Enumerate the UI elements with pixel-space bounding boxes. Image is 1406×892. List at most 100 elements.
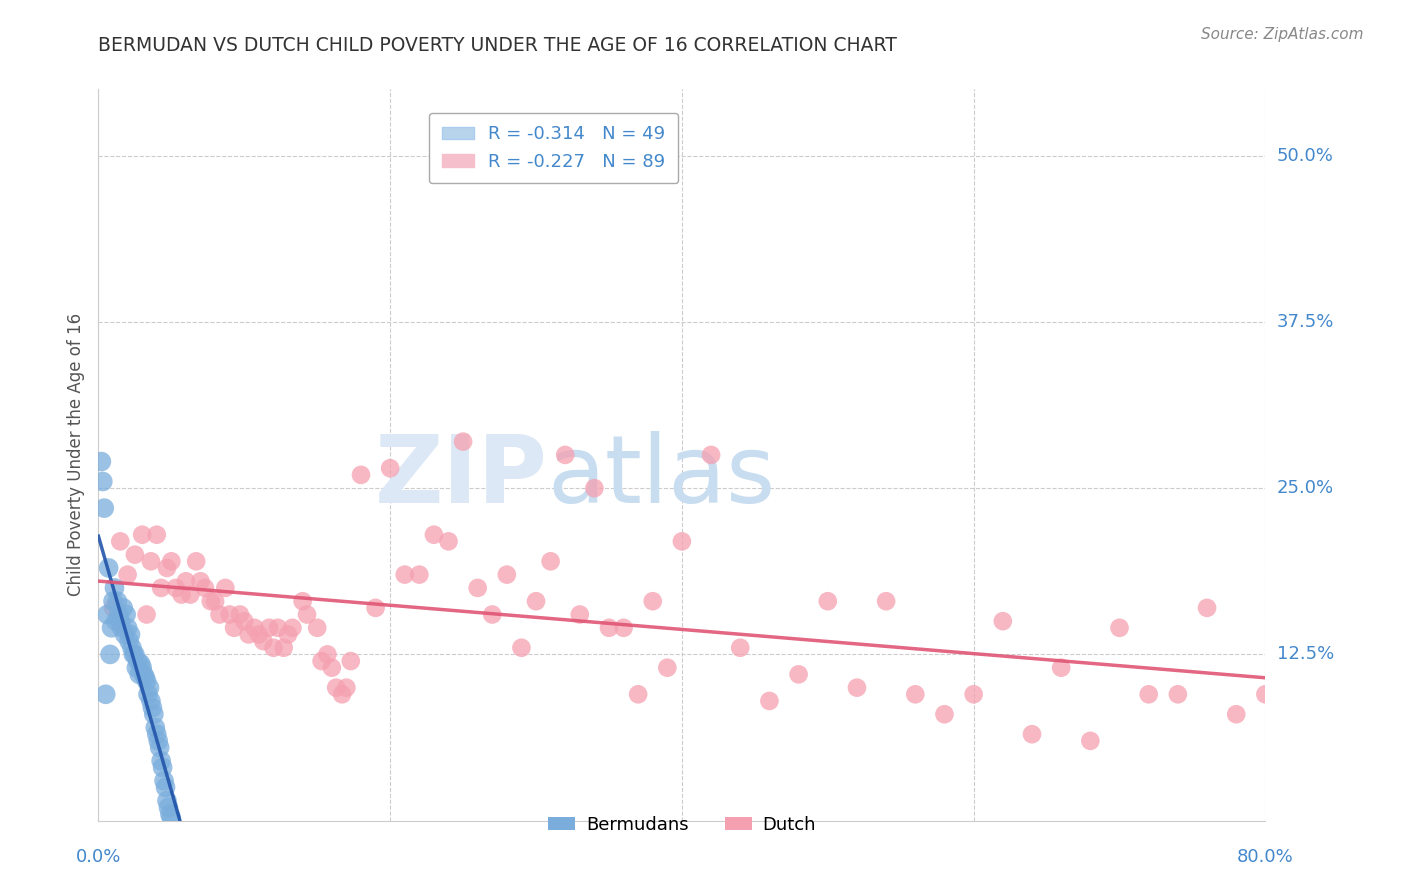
Point	[143, 721, 166, 735]
Point	[233, 614, 256, 628]
Point	[598, 621, 620, 635]
Point	[510, 640, 533, 655]
Point	[128, 667, 150, 681]
Y-axis label: Child Poverty Under the Age of 16: Child Poverty Under the Age of 16	[66, 313, 84, 597]
Text: 80.0%: 80.0%	[1237, 848, 1294, 866]
Text: Source: ZipAtlas.com: Source: ZipAtlas.com	[1201, 27, 1364, 42]
Point	[846, 681, 869, 695]
Point	[325, 681, 347, 695]
Point	[568, 607, 591, 622]
Text: 12.5%: 12.5%	[1277, 646, 1334, 664]
Point	[125, 661, 148, 675]
Point	[101, 600, 124, 615]
Point	[291, 594, 314, 608]
Point	[110, 614, 132, 628]
Point	[131, 527, 153, 541]
Point	[350, 467, 373, 482]
Point	[131, 661, 153, 675]
Point	[247, 627, 270, 641]
Point	[174, 574, 197, 589]
Point	[139, 554, 162, 568]
Point	[295, 607, 318, 622]
Point	[229, 607, 252, 622]
Point	[112, 600, 135, 615]
Point	[257, 621, 280, 635]
Point	[156, 794, 179, 808]
Point	[150, 754, 173, 768]
Point	[612, 621, 634, 635]
Text: 50.0%: 50.0%	[1277, 146, 1333, 165]
Point	[150, 581, 173, 595]
Point	[134, 670, 156, 684]
Point	[156, 561, 179, 575]
Point	[129, 657, 152, 671]
Point	[437, 534, 460, 549]
Point	[262, 640, 284, 655]
Point	[200, 594, 222, 608]
Point	[90, 454, 112, 468]
Point	[583, 481, 606, 495]
Text: 0.0%: 0.0%	[76, 848, 121, 866]
Point	[339, 654, 361, 668]
Point	[118, 634, 141, 648]
Point	[104, 614, 127, 628]
Point	[146, 527, 169, 541]
Point	[394, 567, 416, 582]
Point	[277, 627, 299, 641]
Point	[160, 554, 183, 568]
Point	[98, 648, 121, 662]
Point	[124, 548, 146, 562]
Text: atlas: atlas	[548, 431, 776, 523]
Point	[380, 461, 402, 475]
Point	[120, 627, 142, 641]
Point	[96, 607, 118, 622]
Point	[132, 667, 155, 681]
Point	[252, 634, 274, 648]
Point	[152, 760, 174, 774]
Point	[136, 687, 159, 701]
Point	[141, 700, 163, 714]
Point	[671, 534, 693, 549]
Point	[641, 594, 664, 608]
Point	[186, 554, 208, 568]
Point	[153, 773, 176, 788]
Legend: Bermudans, Dutch: Bermudans, Dutch	[541, 808, 823, 841]
Point	[267, 621, 290, 635]
Point	[142, 707, 165, 722]
Point	[194, 581, 217, 595]
Point	[554, 448, 576, 462]
Point	[204, 594, 226, 608]
Point	[281, 621, 304, 635]
Point	[105, 594, 128, 608]
Point	[165, 581, 187, 595]
Point	[122, 648, 145, 662]
Point	[100, 621, 122, 635]
Point	[110, 534, 132, 549]
Point	[423, 527, 446, 541]
Point	[1021, 727, 1043, 741]
Point	[1254, 687, 1277, 701]
Point	[540, 554, 562, 568]
Point	[155, 780, 177, 795]
Point	[307, 621, 329, 635]
Point	[243, 621, 266, 635]
Point	[408, 567, 430, 582]
Point	[114, 627, 136, 641]
Point	[160, 811, 183, 825]
Point	[91, 475, 114, 489]
Point	[214, 581, 236, 595]
Point	[108, 607, 131, 622]
Point	[316, 648, 339, 662]
Text: ZIP: ZIP	[375, 431, 548, 523]
Point	[700, 448, 723, 462]
Point	[139, 694, 162, 708]
Point	[124, 648, 146, 662]
Point	[146, 727, 169, 741]
Text: 25.0%: 25.0%	[1277, 479, 1334, 497]
Point	[1050, 661, 1073, 675]
Point	[97, 561, 120, 575]
Text: 37.5%: 37.5%	[1277, 313, 1334, 331]
Point	[190, 574, 212, 589]
Point	[111, 621, 134, 635]
Point	[934, 707, 956, 722]
